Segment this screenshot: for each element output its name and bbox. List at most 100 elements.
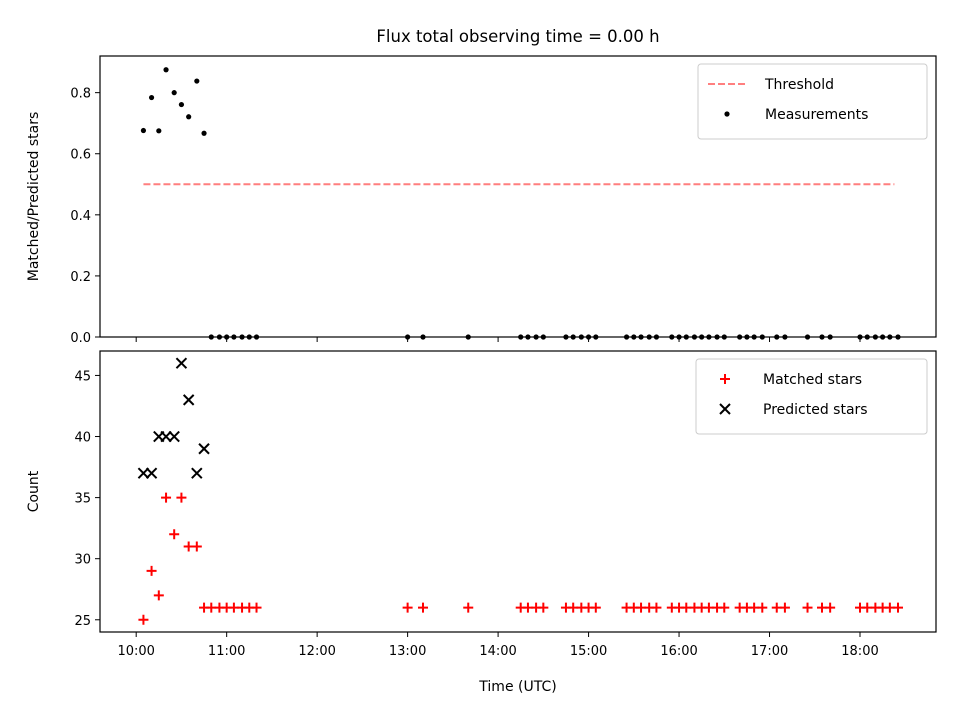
y-axis-label: Count [26, 470, 42, 512]
measurement-point [691, 334, 698, 340]
measurement-point [253, 334, 260, 340]
measurement-point [759, 334, 765, 340]
measurement-point [201, 130, 207, 136]
measurement-point [880, 334, 886, 340]
measurement-point [676, 334, 682, 340]
measurement-point [518, 334, 524, 340]
predicted-star-point [191, 467, 203, 479]
measurement-point [224, 334, 230, 340]
y-tick-label: 30 [74, 553, 91, 568]
measurement-point [140, 127, 147, 134]
x-tick-label: 13:00 [389, 644, 426, 659]
matched-star-point [651, 602, 662, 613]
legend-swatch [719, 403, 731, 415]
plot-frame [99, 350, 937, 633]
measurement-point [570, 334, 576, 340]
measurement-point [895, 334, 901, 340]
measurement-point [171, 90, 177, 96]
measurement-point [782, 334, 788, 340]
measurement-point [246, 334, 252, 340]
predicted-star-point [145, 467, 158, 479]
predicted-star-point [160, 430, 172, 443]
matched-star-point [418, 602, 428, 613]
measurement-point [239, 334, 245, 340]
measurement-point [638, 334, 644, 340]
x-tick-label: 10:00 [117, 644, 154, 659]
measurement-point [699, 334, 705, 340]
x-tick-label: 18:00 [841, 644, 878, 659]
measurement-point [872, 334, 878, 340]
predicted-star-point [198, 443, 210, 455]
measurement-point [751, 334, 757, 340]
y-tick-label: 0.4 [70, 209, 91, 224]
measurement-point [887, 334, 893, 340]
y-axis-label: Matched/Predicted stars [26, 112, 42, 282]
matched-star-point [153, 590, 164, 601]
legend-label: Measurements [765, 107, 868, 123]
matched-star-point [757, 602, 768, 613]
measurement-point [669, 334, 675, 340]
predicted-star-point [175, 357, 188, 369]
measurement-point [231, 334, 237, 340]
matched-star-point [893, 602, 903, 613]
measurement-point [525, 334, 531, 340]
measurement-point [585, 334, 592, 340]
legend-swatch [720, 374, 730, 384]
y-tick-label: 40 [74, 431, 91, 446]
matched-star-point [463, 602, 474, 613]
measurement-point [578, 334, 584, 340]
measurement-point [540, 334, 546, 340]
y-tick-label: 45 [74, 369, 91, 384]
measurement-point [646, 334, 652, 340]
measurement-point [405, 334, 411, 340]
measurement-point [194, 78, 200, 84]
plot-frame [99, 55, 937, 338]
measurement-point [857, 334, 863, 340]
measurement-point [737, 334, 743, 340]
legend-label: Matched stars [763, 372, 862, 388]
matched-star-point [719, 602, 730, 613]
legend-swatch [724, 111, 730, 117]
legend-box [697, 63, 928, 140]
measurement-point [804, 334, 811, 340]
measurement-point [178, 101, 185, 108]
measurement-point [653, 334, 660, 340]
matched-star-point [138, 614, 149, 625]
y-tick-label: 0.6 [70, 148, 91, 163]
legend-label: Predicted stars [763, 402, 868, 418]
x-tick-label: 15:00 [570, 644, 607, 659]
matched-star-point [825, 602, 836, 613]
measurement-point [593, 334, 599, 340]
y-tick-label: 0.2 [70, 270, 91, 285]
measurement-point [420, 334, 426, 340]
measurement-point [721, 334, 727, 340]
legend-label: Threshold [764, 77, 834, 93]
matched-star-point [146, 565, 157, 576]
measurement-point [465, 334, 471, 340]
measurement-point [186, 114, 192, 120]
y-tick-label: 0.8 [70, 87, 91, 102]
measurement-point [533, 334, 539, 340]
measurement-point [631, 334, 637, 340]
measurement-point [744, 334, 750, 340]
matched-star-point [251, 602, 262, 613]
x-tick-label: 11:00 [208, 644, 245, 659]
measurement-point [714, 334, 720, 340]
matched-star-point [169, 529, 180, 540]
matched-star-point [538, 602, 549, 613]
y-tick-label: 25 [74, 614, 91, 629]
measurement-point [148, 94, 155, 101]
measurement-point [208, 334, 214, 340]
measurement-point [774, 334, 780, 340]
measurement-point [706, 334, 712, 340]
x-tick-label: 12:00 [298, 644, 335, 659]
matched-star-point [161, 492, 172, 503]
x-tick-label: 17:00 [751, 644, 788, 659]
matched-star-point [191, 541, 202, 552]
measurement-point [156, 128, 162, 134]
y-tick-label: 0.0 [70, 331, 91, 346]
matched-star-point [779, 602, 790, 613]
measurement-point [163, 67, 169, 73]
x-tick-label: 14:00 [479, 644, 516, 659]
